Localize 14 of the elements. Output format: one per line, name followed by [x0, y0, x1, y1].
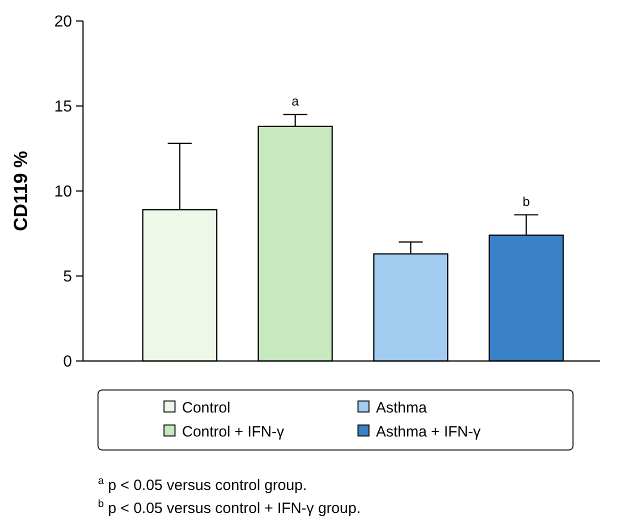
y-tick-label: 0: [63, 354, 72, 371]
y-tick-label: 10: [54, 184, 72, 201]
y-tick-label: 20: [54, 14, 72, 31]
legend-label: Control + IFN-γ: [182, 423, 285, 440]
data-label: b: [522, 194, 530, 209]
data-label: a: [292, 94, 300, 108]
text: $^{b}$ p < 0.05 versus control + IFN-γ group.: [98, 498, 361, 516]
y-tick-label: 5: [63, 268, 72, 286]
legend-label: Asthma + IFN-γ: [376, 423, 482, 440]
text: $^{a}$ p < 0.05 versus control group.: [98, 475, 307, 494]
legend-label: Control: [182, 399, 230, 416]
y-axis-title: CD119 %: [11, 150, 32, 232]
legend-label: Asthma: [376, 399, 428, 416]
y-tick-label: 15: [54, 98, 72, 116]
